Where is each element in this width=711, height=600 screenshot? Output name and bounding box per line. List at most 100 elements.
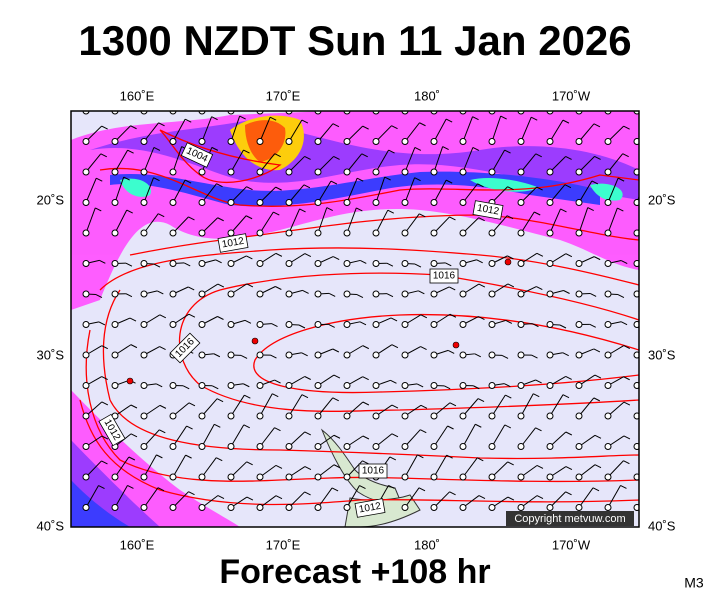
barb-feather [653,405,659,408]
barb-station [198,260,206,267]
barb-station [314,321,322,328]
isobar-label-group: 1016 [429,268,459,284]
barb-staff [259,116,271,142]
barb-feather [158,122,165,127]
barb-feather [418,487,426,492]
barb-station [198,351,206,359]
isobar-label-group: 1016 [358,463,388,479]
barb-feather [617,294,625,298]
barb-feather [275,286,282,290]
barb-station [459,199,467,206]
barb-staff [317,397,334,417]
barb-station [111,351,119,359]
barb-feather [534,211,541,216]
barb-station [140,473,148,481]
barb-station [575,260,583,267]
barb-station [401,443,409,450]
barb-station [198,473,206,481]
barb-feather [391,344,399,349]
barb-feather [331,487,339,492]
barb-feather [246,255,253,260]
barb-staff [404,213,420,234]
isobar-label-box [180,142,214,168]
barb-feather [101,460,108,465]
barb-station [575,443,583,450]
barb-station [343,260,351,267]
barb-feather [159,429,166,434]
barb-station [575,138,583,145]
barb-feather [390,317,398,322]
barb-station [111,138,119,145]
barb-station [401,229,409,237]
barb-station [488,138,496,145]
barb-station [82,412,90,420]
barb-feather [646,177,652,180]
barb-station [604,412,612,420]
barb-station [488,229,496,237]
barb-feather [125,293,133,298]
barb-station [314,504,322,511]
barb-staff [637,111,638,112]
barb-station [546,229,554,237]
barb-feather [535,427,542,432]
barb-station [459,473,467,481]
barb-feather [449,491,456,496]
barb-station [546,260,554,267]
barb-feather [414,146,422,151]
barb-feather [130,404,138,409]
barb-station [256,473,264,481]
barb-staff [317,487,333,508]
barb-station [430,382,438,389]
barb-feather [328,292,336,297]
barb-station [430,473,438,481]
barb-station [256,382,264,389]
barb-station [430,138,438,145]
barb-station [546,473,554,481]
barb-feather [417,454,424,459]
barb-staff [578,180,593,203]
copyright-box [506,511,634,526]
barb-staff [404,122,420,142]
barb-feather [507,255,514,260]
barb-station [169,260,177,267]
barb-station [82,290,90,298]
barb-feather [449,313,457,318]
barb-station [169,504,177,511]
barb-staff [462,457,478,478]
barb-feather [593,348,601,353]
barb-station [517,138,525,145]
barb-feather [473,385,480,390]
barb-staff [578,207,589,234]
barb-feather [531,116,538,121]
barb-feather [270,354,277,359]
barb-staff [462,398,479,417]
barb-station [604,321,612,328]
barb-staff [172,425,188,447]
barb-staff [463,111,464,112]
barb-feather [362,345,370,350]
barb-feather [477,398,485,403]
barb-station [401,412,409,420]
barb-station [256,504,264,511]
barb-staff [375,209,389,234]
barb-feather [420,429,427,434]
barb-feather [651,380,657,383]
barb-station [343,473,351,481]
barb-feather [420,314,428,319]
barb-feather [356,294,364,298]
barb-feather [362,460,369,465]
barb-staff [608,111,609,112]
isobar-label-box [217,233,249,253]
barb-feather [391,125,398,130]
barb-station [459,443,467,450]
barb-feather [447,425,454,430]
barb-staff [607,177,619,203]
barb-station [169,443,177,450]
barb-staff [259,153,276,173]
barb-station [314,473,322,481]
barb-feather [442,146,449,150]
barb-feather [183,262,191,267]
barb-feather [95,294,103,298]
barb-station [256,138,264,145]
